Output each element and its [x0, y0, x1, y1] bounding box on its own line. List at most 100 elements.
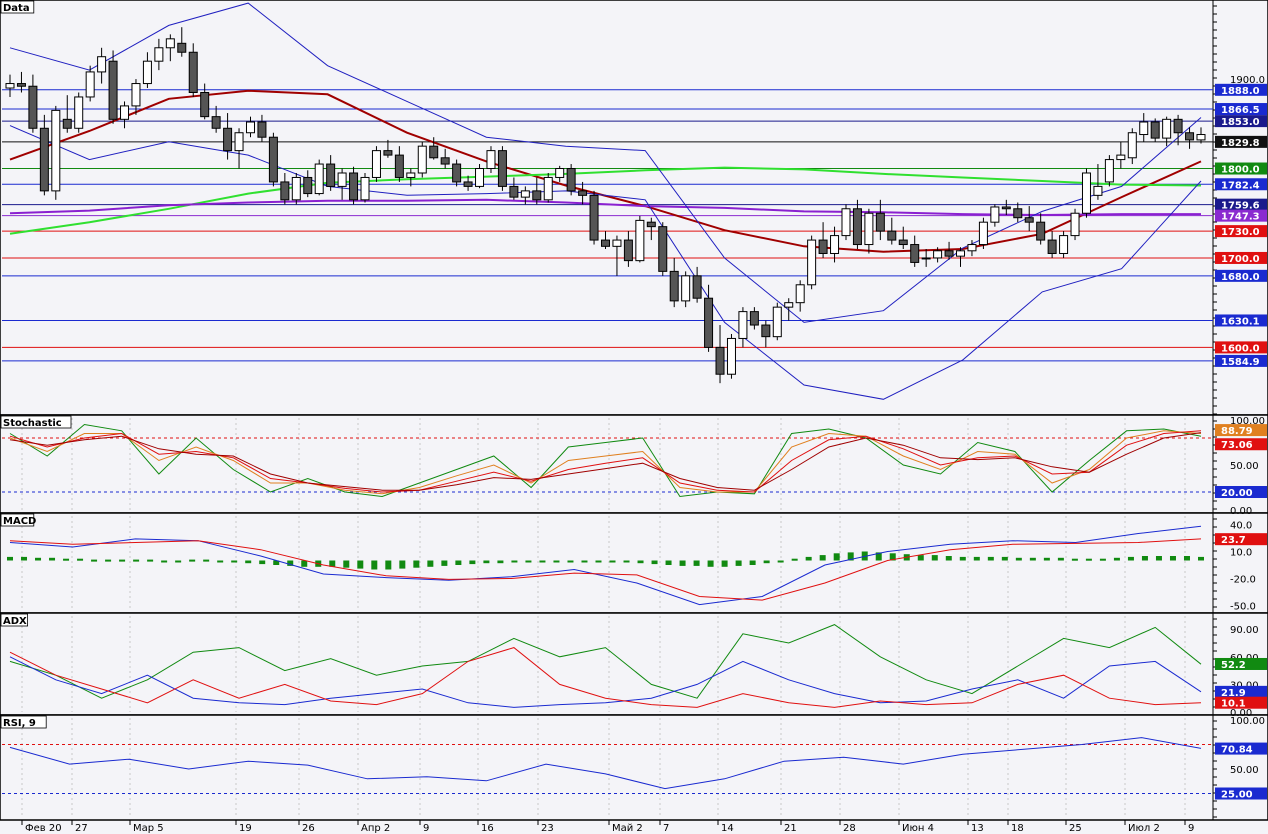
axis-value-label: 23.7 [1221, 535, 1246, 546]
candle-body [28, 85, 38, 129]
histogram-bar [217, 560, 224, 563]
candle-body [188, 51, 198, 93]
histogram-bar [623, 560, 630, 563]
axis-value-label: 1630.1 [1221, 316, 1260, 327]
x-tick-label: 23 [541, 823, 554, 834]
panel-title: Data [3, 3, 30, 14]
histogram-bar [721, 560, 728, 567]
panel-frame [0, 714, 1268, 821]
histogram-bar [91, 559, 98, 562]
axis-value-box [1215, 438, 1267, 451]
x-tick-label: 14 [721, 823, 734, 834]
candle-body [85, 71, 95, 98]
y-tick-label: 10.0 [1230, 548, 1252, 559]
candle-body [1013, 208, 1023, 219]
y-tick-label: 100.00 [1230, 416, 1265, 427]
histogram-bar [413, 560, 420, 568]
series-line [9, 647, 1202, 708]
candle-body [956, 250, 966, 257]
histogram-bar [483, 560, 490, 564]
axis-value-label: 1866.5 [1221, 105, 1260, 116]
histogram-bar [511, 560, 518, 563]
histogram-bar [553, 560, 560, 563]
axis-value-box [1215, 314, 1267, 327]
candle-body [1001, 206, 1011, 210]
candle-body [223, 127, 233, 152]
candle-body [5, 83, 15, 89]
histogram-bar [693, 560, 700, 566]
candle-body [177, 42, 187, 53]
candle-body [62, 118, 72, 129]
histogram-bar [777, 560, 784, 563]
candle-body [120, 105, 130, 120]
candle-body [131, 83, 141, 107]
histogram-bar [147, 559, 154, 562]
axis-value-box [1215, 657, 1267, 670]
candle-body [532, 190, 542, 201]
candle-body [39, 127, 49, 192]
series-line [9, 525, 1202, 606]
histogram-bar [749, 560, 756, 565]
x-tick-label: 13 [971, 823, 984, 834]
axis-value-label: 1888.0 [1221, 86, 1260, 97]
axis-value-box [1215, 787, 1267, 800]
panel-title: Stochastic [3, 418, 62, 429]
candle-body [268, 136, 278, 183]
y-tick-label: -50.0 [1230, 602, 1256, 613]
x-tick-label: 19 [239, 823, 252, 834]
panel-frame [0, 512, 1268, 614]
panel-title-box [0, 0, 35, 14]
candle-body [142, 60, 152, 85]
axis-value-label: 20.00 [1221, 488, 1253, 499]
histogram-bar [581, 560, 588, 563]
axis-value-box [1215, 115, 1267, 128]
axis-value-label: 1730.0 [1221, 227, 1260, 238]
axis-value-box [1215, 486, 1267, 498]
candle-body [165, 38, 175, 49]
histogram-bar [301, 560, 308, 567]
candle-body [429, 145, 439, 159]
axis-value-box [1215, 209, 1267, 222]
candle-body [1139, 121, 1149, 136]
histogram-bar [707, 560, 714, 567]
histogram-bar [1043, 557, 1050, 561]
histogram-bar [469, 560, 476, 565]
candle-body [200, 91, 210, 118]
candle-body [1036, 221, 1046, 241]
candle-body [784, 302, 794, 308]
x-tick-label: 16 [481, 823, 494, 834]
histogram-bar [441, 560, 448, 566]
axis-value-label: 21.9 [1221, 688, 1246, 699]
axis-value-label: 70.84 [1221, 745, 1253, 756]
histogram-bar [203, 559, 210, 562]
candle-body [1150, 121, 1160, 139]
histogram-bar [987, 556, 994, 561]
candle-body [1081, 172, 1091, 214]
candle-body [1127, 132, 1137, 159]
axis-value-label: 1584.9 [1221, 357, 1260, 368]
candle-body [555, 168, 565, 178]
histogram-bar [1001, 556, 1008, 561]
axis-value-box [1215, 178, 1267, 191]
histogram-bar [161, 560, 168, 563]
candle-body [578, 190, 588, 196]
panel-title: MACD [3, 516, 36, 527]
histogram-bar [525, 560, 532, 563]
axis-value-box [1215, 533, 1267, 546]
candle-body [291, 176, 301, 201]
panel-title-box [0, 613, 29, 627]
candle-body [326, 163, 336, 187]
candle-body [681, 275, 691, 302]
x-tick-label: 28 [843, 823, 856, 834]
x-tick-label: Апр 2 [361, 823, 390, 834]
candle-body [692, 275, 702, 299]
histogram-bar [931, 555, 938, 561]
x-tick-label: Июн 4 [902, 823, 934, 834]
histogram-bar [959, 556, 966, 561]
histogram-bar [231, 560, 238, 563]
axis-value-label: 1853.0 [1221, 117, 1260, 128]
candle-body [97, 56, 107, 73]
candle-body [795, 284, 805, 304]
histogram-bar [77, 558, 84, 561]
